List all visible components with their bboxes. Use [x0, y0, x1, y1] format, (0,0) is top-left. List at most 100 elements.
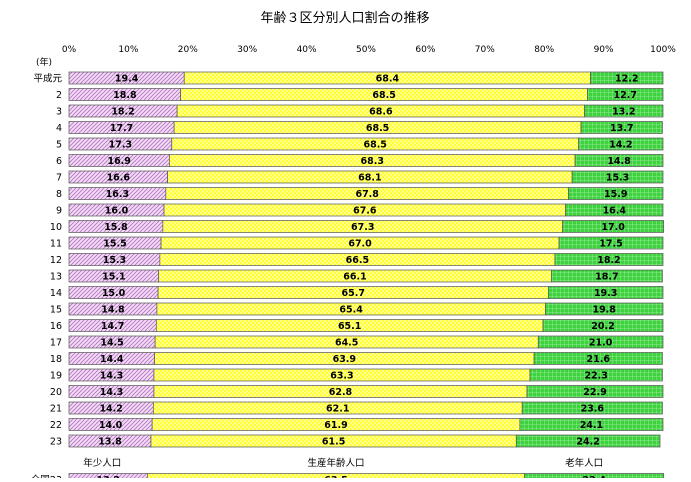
x-tick-label: 20% [178, 45, 198, 55]
bar-segment [537, 335, 664, 349]
year-unit-label: (年) [36, 56, 52, 68]
data-label: 61.9 [324, 420, 347, 431]
data-label: 19.8 [592, 305, 616, 316]
x-tick-label: 30% [237, 45, 257, 55]
data-label: 13.2 [612, 107, 635, 118]
category-label: 2 [56, 90, 62, 101]
bar-segment [568, 187, 664, 200]
data-label: 17.0 [601, 222, 625, 233]
data-label: 68.5 [366, 123, 389, 134]
bar-segment [550, 269, 663, 283]
legend-entry: 老年人口 [565, 457, 603, 469]
data-label: 13.7 [610, 123, 633, 134]
data-label: 62.8 [329, 387, 353, 398]
data-label: 24.1 [580, 420, 603, 431]
category-label: 23 [50, 437, 62, 448]
category-label: 9 [56, 206, 62, 217]
data-label: 66.5 [346, 255, 369, 266]
data-label: 22.3 [584, 371, 607, 382]
category-label: 全国23 [31, 474, 62, 478]
x-tick-label: 80% [534, 45, 554, 55]
category-label: 12 [50, 255, 62, 266]
bar-segment [578, 137, 664, 151]
data-label: 15.0 [102, 288, 126, 299]
data-label: 18.2 [111, 107, 134, 118]
category-label: 10 [50, 222, 62, 233]
category-label: 5 [56, 140, 62, 151]
bar-segment [529, 368, 663, 382]
data-label: 16.3 [106, 189, 129, 200]
bar-segment [526, 385, 664, 398]
data-label: 18.8 [113, 90, 137, 101]
bar-segment [584, 104, 664, 118]
data-label: 68.4 [376, 74, 400, 85]
data-label: 15.9 [604, 189, 627, 200]
data-label: 66.1 [343, 272, 366, 283]
x-tick-label: 100% [650, 45, 676, 55]
data-label: 14.0 [99, 420, 123, 431]
data-label: 18.2 [597, 255, 620, 266]
bar-segment [545, 302, 664, 316]
category-label: 13 [50, 272, 62, 283]
x-tick-label: 40% [297, 45, 317, 55]
bar-segment [565, 203, 664, 217]
chart-title: 年齢３区分別人口割合の推移 [260, 10, 429, 26]
bars: 平成元 19.4 68.4 12.2 2 18.8 68.5 12.7 3 18.2 68.6 13.… [31, 71, 664, 482]
bar-segment [580, 121, 663, 134]
data-label: 62.1 [326, 404, 349, 415]
data-label: 21.0 [589, 338, 613, 349]
bar-segment [554, 253, 664, 266]
data-label: 68.3 [361, 156, 384, 167]
category-label: 8 [56, 189, 62, 200]
category-label: 7 [56, 173, 62, 184]
data-label: 17.5 [599, 239, 622, 250]
bar-segment [548, 286, 664, 299]
data-label: 67.0 [348, 239, 372, 250]
data-label: 12.2 [615, 74, 638, 85]
data-label: 22.9 [583, 387, 606, 398]
x-tick-label: 0% [62, 45, 77, 55]
data-label: 65.1 [338, 321, 361, 332]
data-label: 14.8 [607, 156, 631, 167]
category-label: 3 [56, 107, 62, 118]
category-label: 14 [50, 288, 62, 299]
x-tick-label: 50% [356, 45, 376, 55]
data-label: 63.3 [330, 371, 353, 382]
data-label: 63.9 [333, 354, 356, 365]
category-label: 11 [50, 239, 62, 250]
x-axis: 0% 10% 20% 30% 40% 50% 60% 70% 80% 90% 100% [62, 45, 676, 55]
data-label: 14.3 [100, 371, 123, 382]
data-label: 17.3 [109, 140, 132, 151]
data-label: 19.4 [115, 74, 139, 85]
x-tick-label: 70% [475, 45, 495, 55]
category-label: 21 [50, 404, 62, 415]
data-label: 18.7 [595, 272, 618, 283]
category-label: 4 [56, 123, 62, 134]
data-label: 68.5 [363, 140, 386, 151]
category-label: 15 [50, 305, 62, 316]
data-label: 15.1 [102, 272, 125, 283]
data-label: 14.4 [100, 354, 124, 365]
data-label: 16.4 [603, 206, 627, 217]
data-label: 67.6 [353, 206, 377, 217]
bar-segment [558, 236, 664, 250]
category-label: 19 [50, 371, 62, 382]
bar-segment [533, 352, 663, 365]
category-label: 18 [50, 354, 62, 365]
data-label: 16.6 [107, 173, 131, 184]
data-label: 64.5 [335, 338, 358, 349]
data-label: 20.2 [591, 321, 614, 332]
data-label: 14.5 [100, 338, 123, 349]
category-label: 17 [50, 338, 62, 349]
data-label: 15.3 [103, 255, 126, 266]
data-label: 67.3 [351, 222, 374, 233]
data-label: 15.3 [606, 173, 629, 184]
category-label: 16 [50, 321, 62, 332]
bar-segment [521, 401, 663, 415]
data-label: 67.8 [355, 189, 379, 200]
bar-segment [571, 170, 664, 184]
data-label: 65.7 [342, 288, 365, 299]
bar-segment [519, 418, 664, 431]
